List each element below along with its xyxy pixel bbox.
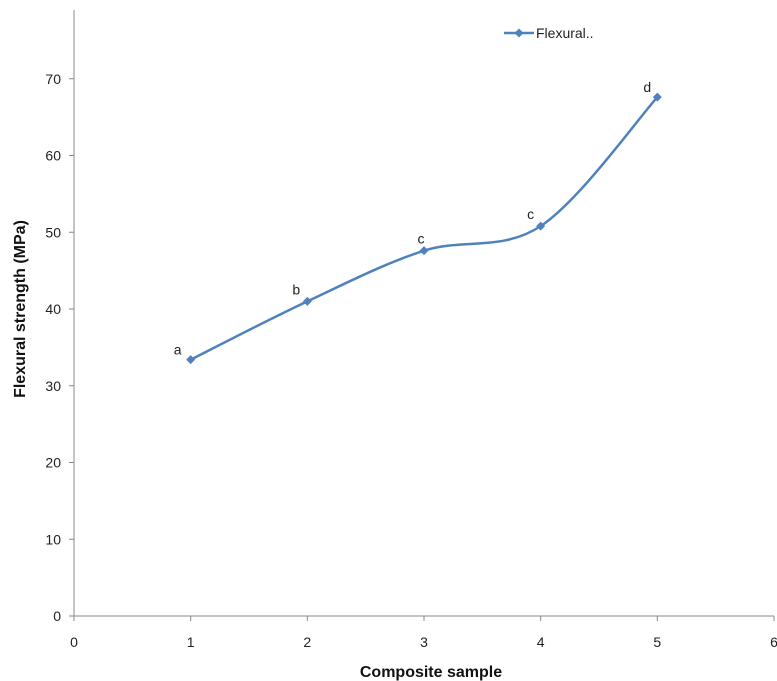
y-tick-label: 0 — [53, 608, 61, 624]
data-point-marker — [652, 92, 662, 102]
x-axis-title: Composite sample — [360, 664, 502, 681]
legend: Flexural.. — [504, 25, 594, 41]
series-line — [190, 96, 659, 361]
y-tick-label: 60 — [45, 148, 61, 164]
x-tick-label: 0 — [70, 634, 78, 650]
y-axis-title: Flexural strength (MPa) — [12, 220, 29, 398]
x-tick-label: 2 — [303, 634, 311, 650]
series-layer: a b c c d — [174, 79, 662, 365]
data-point-marker — [419, 246, 429, 256]
y-tick-label: 70 — [45, 71, 61, 87]
y-axis: 0 10 20 30 40 50 60 70 — [45, 10, 75, 624]
y-tick-label: 30 — [45, 378, 61, 394]
data-point-label: c — [527, 206, 534, 222]
data-point-label: d — [643, 79, 651, 95]
x-tick-label: 4 — [537, 634, 545, 650]
y-tick-label: 50 — [45, 224, 61, 240]
y-tick-label: 40 — [45, 301, 61, 317]
data-point-marker — [186, 355, 196, 365]
x-tick-label: 3 — [420, 634, 428, 650]
y-tick-label: 10 — [45, 531, 61, 547]
x-tick-label: 6 — [770, 634, 777, 650]
x-axis: 0 1 2 3 4 5 6 — [70, 615, 777, 650]
x-tick-label: 5 — [653, 634, 661, 650]
y-tick-label: 20 — [45, 455, 61, 471]
data-point-label: c — [418, 231, 425, 247]
legend-label: Flexural.. — [536, 25, 594, 41]
data-point-marker — [302, 296, 312, 306]
data-point-label: a — [174, 342, 182, 358]
data-point-marker — [536, 221, 546, 231]
data-point-label: b — [292, 281, 300, 297]
x-tick-label: 1 — [187, 634, 195, 650]
legend-marker — [514, 28, 524, 38]
